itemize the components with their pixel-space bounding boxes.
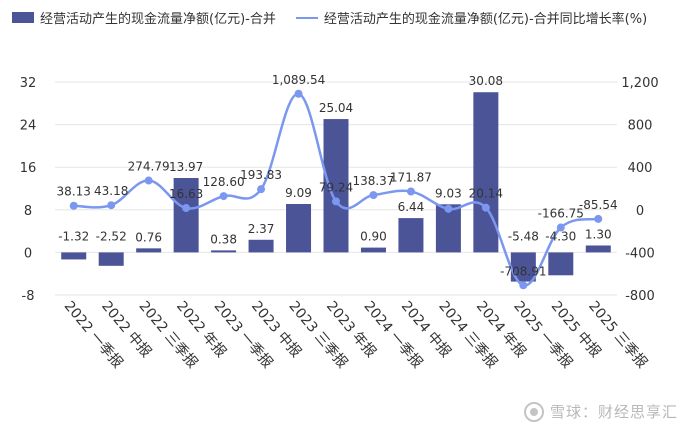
bar	[211, 250, 237, 253]
y-left-tick-label: 32	[20, 76, 37, 91]
bar	[136, 248, 162, 253]
legend: 经营活动产生的现金流量净额(亿元)-合并 经营活动产生的现金流量净额(亿元)-合…	[12, 8, 667, 27]
bar-data-label: -2.52	[96, 229, 127, 243]
x-tick-label: 2025 三季报	[585, 298, 650, 371]
line-point	[332, 197, 340, 206]
bar-data-label: 9.09	[285, 186, 312, 200]
bar	[61, 252, 87, 260]
line-data-label: 171.87	[390, 170, 432, 184]
line-data-label: 79.24	[319, 180, 353, 194]
line-point	[556, 223, 565, 232]
legend-bar-swatch	[12, 12, 34, 23]
bar	[248, 239, 274, 253]
line-data-label: 1,089.54	[272, 73, 325, 87]
line-point	[594, 214, 603, 223]
bar-data-label: -5.48	[508, 229, 539, 243]
line-point	[182, 204, 191, 213]
bar-data-label: 6.44	[398, 200, 425, 214]
y-right-tick-label: -800	[625, 289, 655, 304]
legend-item-bar[interactable]: 经营活动产生的现金流量净额(亿元)-合并	[12, 8, 276, 27]
snowball-logo-icon	[523, 401, 544, 422]
bar	[286, 203, 312, 253]
line-point	[294, 89, 303, 98]
bar	[398, 218, 424, 253]
line-point	[406, 187, 415, 196]
line-data-label: -708.91	[500, 264, 546, 278]
bar-data-label: 25.04	[319, 101, 353, 115]
line-data-label: 43.18	[94, 184, 128, 198]
bar-data-label: 13.97	[169, 160, 203, 174]
bar	[585, 245, 611, 253]
legend-line-swatch	[295, 16, 318, 19]
line-point	[481, 203, 490, 212]
line-data-label: 193.83	[240, 168, 282, 182]
line-data-label: 16.63	[169, 187, 203, 201]
bar	[548, 252, 574, 276]
line-data-label: 138.37	[352, 174, 394, 188]
y-left-tick-label: 0	[24, 246, 32, 261]
bar-data-label: 0.76	[135, 230, 162, 244]
line-data-label: 128.60	[203, 175, 245, 189]
line-point	[69, 201, 78, 210]
y-right-tick-label: 800	[628, 119, 653, 134]
y-left-tick-label: 16	[20, 161, 37, 176]
line-data-label: 20.14	[469, 187, 503, 201]
bar	[173, 178, 199, 253]
y-right-tick-label: 400	[628, 161, 653, 176]
y-right-tick-label: 0	[636, 204, 644, 219]
line-point	[144, 176, 153, 185]
bar-data-label: 2.37	[248, 222, 275, 236]
line-point	[257, 185, 266, 194]
y-right-tick-label: 1,200	[621, 76, 658, 91]
bar-data-label: 1.30	[585, 227, 612, 241]
line-data-label: 38.13	[57, 185, 91, 199]
bar	[323, 119, 349, 253]
bar-data-label: 0.90	[360, 230, 387, 244]
line-point	[107, 201, 116, 210]
bar	[360, 247, 386, 253]
legend-bar-label: 经营活动产生的现金流量净额(亿元)-合并	[40, 12, 276, 27]
watermark-text: 雪球：财经思享汇	[549, 403, 678, 421]
line-data-label: -166.75	[538, 207, 584, 221]
line-point	[519, 281, 528, 290]
bar	[98, 252, 124, 266]
bar-data-label: 9.03	[435, 186, 462, 200]
watermark: 雪球：财经思享汇	[523, 401, 678, 422]
bar-data-label: -1.32	[58, 229, 89, 243]
legend-item-line[interactable]: 经营活动产生的现金流量净额(亿元)-合并同比增长率(%)	[295, 8, 648, 27]
y-right-tick-label: -400	[625, 246, 655, 261]
bar-data-label: 30.08	[469, 74, 503, 88]
line-point	[444, 204, 453, 213]
y-left-tick-label: 8	[24, 204, 32, 219]
line-data-label: 274.79	[128, 160, 170, 174]
bar-data-label: -4.30	[545, 229, 576, 243]
line-point	[219, 192, 228, 201]
line-point	[369, 191, 378, 200]
line-data-label: -85.54	[579, 198, 618, 212]
bar-data-label: 0.38	[210, 232, 237, 246]
bar	[473, 92, 499, 253]
y-left-tick-label: -8	[22, 289, 35, 304]
legend-line-label: 经营活动产生的现金流量净额(亿元)-合并同比增长率(%)	[323, 12, 648, 27]
y-left-tick-label: 24	[20, 119, 37, 134]
